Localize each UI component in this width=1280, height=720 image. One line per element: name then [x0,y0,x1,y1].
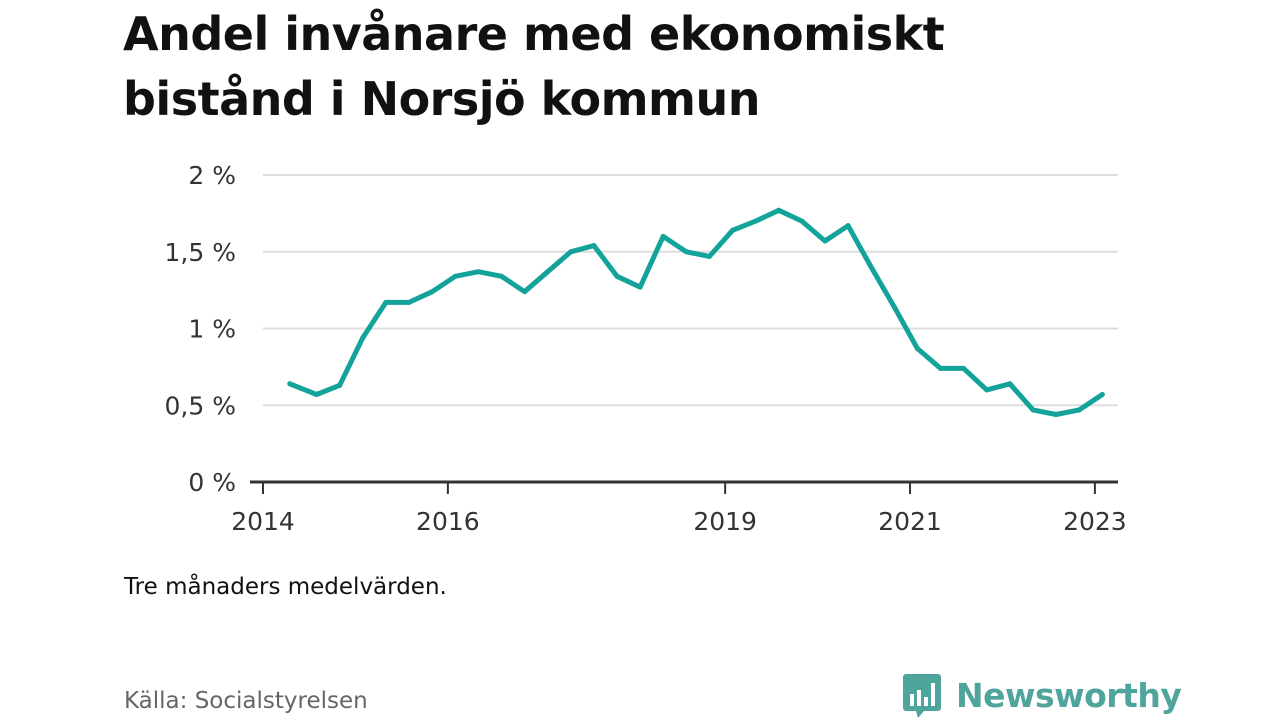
data-point [287,381,293,387]
data-point [568,249,574,255]
data-point [730,227,736,233]
y-tick-label: 2 % [188,161,236,190]
data-point [660,233,666,239]
data-point [776,207,782,213]
data-point [614,273,620,279]
data-point [799,218,805,224]
newsworthy-logo-icon [903,674,941,718]
data-point [406,299,412,305]
x-tick-label: 2023 [1063,507,1127,536]
data-point [683,249,689,255]
data-point [891,304,897,310]
data-point [1030,407,1036,413]
x-axis [250,480,1118,494]
data-point [637,284,643,290]
x-tick-label: 2016 [416,507,480,536]
chart-title-line-2: bistånd i Norsjö kommun [123,72,760,126]
data-point [314,392,320,398]
data-point [337,382,343,388]
data-point [383,299,389,305]
chart-title: Andel invånare med ekonomiskt bistånd i … [123,2,1123,132]
data-point [984,387,990,393]
y-tick-label: 0 % [188,468,236,497]
data-point [868,264,874,270]
data-point [822,238,828,244]
data-point [475,269,481,275]
data-point [1053,411,1059,417]
data-point [522,289,528,295]
chart-title-line-1: Andel invånare med ekonomiskt [123,7,945,61]
data-point [961,365,967,371]
brand-name: Newsworthy [956,675,1182,715]
data-point [360,335,366,341]
data-point [429,289,435,295]
data-point [1007,381,1013,387]
series-line [287,207,1105,417]
data-point [914,345,920,351]
x-axis-tick-labels: 2014 2016 2019 2021 2023 [231,507,1127,536]
data-point [545,269,551,275]
y-tick-label: 1 % [188,315,236,344]
data-point [706,253,712,259]
gridlines [263,174,1118,407]
x-tick-label: 2019 [693,507,757,536]
y-axis-tick-labels: 0 % 0,5 % 1 % 1,5 % 2 % [165,161,236,497]
data-point [1099,392,1105,398]
data-point [452,273,458,279]
data-point [498,273,504,279]
y-tick-label: 1,5 % [165,238,236,267]
chart-note: Tre månaders medelvärden. [124,574,447,600]
data-point [591,243,597,249]
x-tick-label: 2021 [878,507,942,536]
data-point [753,218,759,224]
brand-logo[interactable]: Newsworthy [902,670,1182,720]
data-point [938,365,944,371]
series-layer [287,207,1105,417]
data-point [1076,407,1082,413]
data-point [845,223,851,229]
source-text: Källa: Socialstyrelsen [124,688,368,714]
x-tick-label: 2014 [231,507,295,536]
y-tick-label: 0,5 % [165,391,236,420]
